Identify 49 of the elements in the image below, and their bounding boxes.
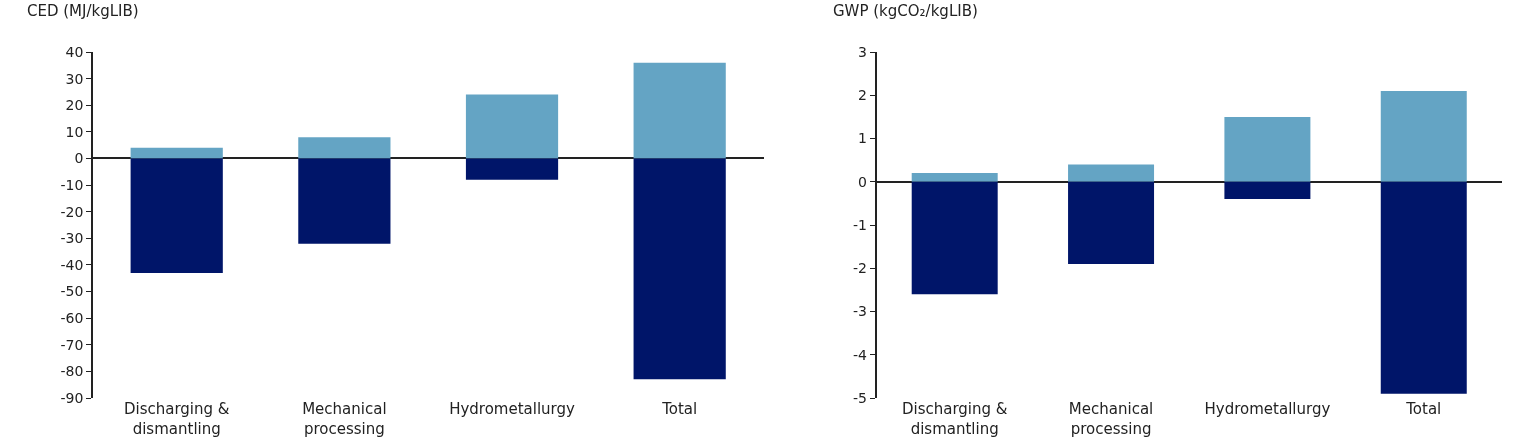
bar xyxy=(1068,164,1155,182)
x-tick-label: Hydrometallurgy xyxy=(449,400,576,418)
x-tick-label: Mechanical processing xyxy=(302,400,387,438)
y-tick-label: -5 xyxy=(853,389,867,406)
y-tick-label: -3 xyxy=(853,303,867,320)
y-tick-label: -50 xyxy=(60,283,84,300)
y-axis-title: CED (MJ/kgLIB) xyxy=(27,2,139,20)
bar xyxy=(130,158,223,273)
y-tick-label: -40 xyxy=(60,256,84,273)
bar xyxy=(298,158,391,244)
y-tick-label: 10 xyxy=(65,123,84,140)
y-tick-label: 1 xyxy=(858,130,867,147)
bar xyxy=(1380,90,1467,182)
bar xyxy=(1224,116,1311,182)
y-tick-label: 3 xyxy=(858,43,867,60)
x-tick-label: Discharging & dismantling xyxy=(123,400,230,438)
y-tick-label: -60 xyxy=(60,310,84,327)
x-tick-label: Mechanical processing xyxy=(1068,400,1154,438)
y-tick-label: 2 xyxy=(858,87,867,104)
bar xyxy=(1224,181,1311,200)
bar xyxy=(465,94,559,159)
x-tick-label: Discharging & dismantling xyxy=(901,400,1008,438)
y-tick-label: 20 xyxy=(65,97,84,114)
y-tick-label: -90 xyxy=(60,389,84,406)
y-tick-label: 40 xyxy=(65,43,84,60)
y-tick-label: 0 xyxy=(74,150,84,167)
y-tick-label: -20 xyxy=(60,203,84,220)
x-tick-label: Total xyxy=(661,400,698,418)
y-tick-label: 30 xyxy=(65,70,84,87)
bar xyxy=(1380,181,1467,394)
y-axis-title: GWP (kgCO₂/kgLIB) xyxy=(833,2,978,20)
y-tick-label: -70 xyxy=(60,336,84,353)
y-tick-label: -80 xyxy=(60,363,84,380)
bar xyxy=(633,62,726,159)
y-tick-label: 0 xyxy=(858,173,867,190)
y-tick-label: -1 xyxy=(853,216,867,233)
y-tick-label: -10 xyxy=(60,176,84,193)
bar xyxy=(465,158,559,180)
bar xyxy=(1068,181,1155,264)
x-tick-label: Total xyxy=(1405,400,1442,418)
y-tick-label: -2 xyxy=(853,260,867,277)
x-tick-label: Hydrometallurgy xyxy=(1204,400,1331,418)
y-tick-label: -4 xyxy=(853,346,868,363)
bar xyxy=(911,173,998,182)
bar xyxy=(130,147,223,159)
bar xyxy=(911,181,998,295)
bar xyxy=(633,158,726,380)
y-tick-label: -30 xyxy=(60,230,84,247)
bar xyxy=(298,137,391,159)
